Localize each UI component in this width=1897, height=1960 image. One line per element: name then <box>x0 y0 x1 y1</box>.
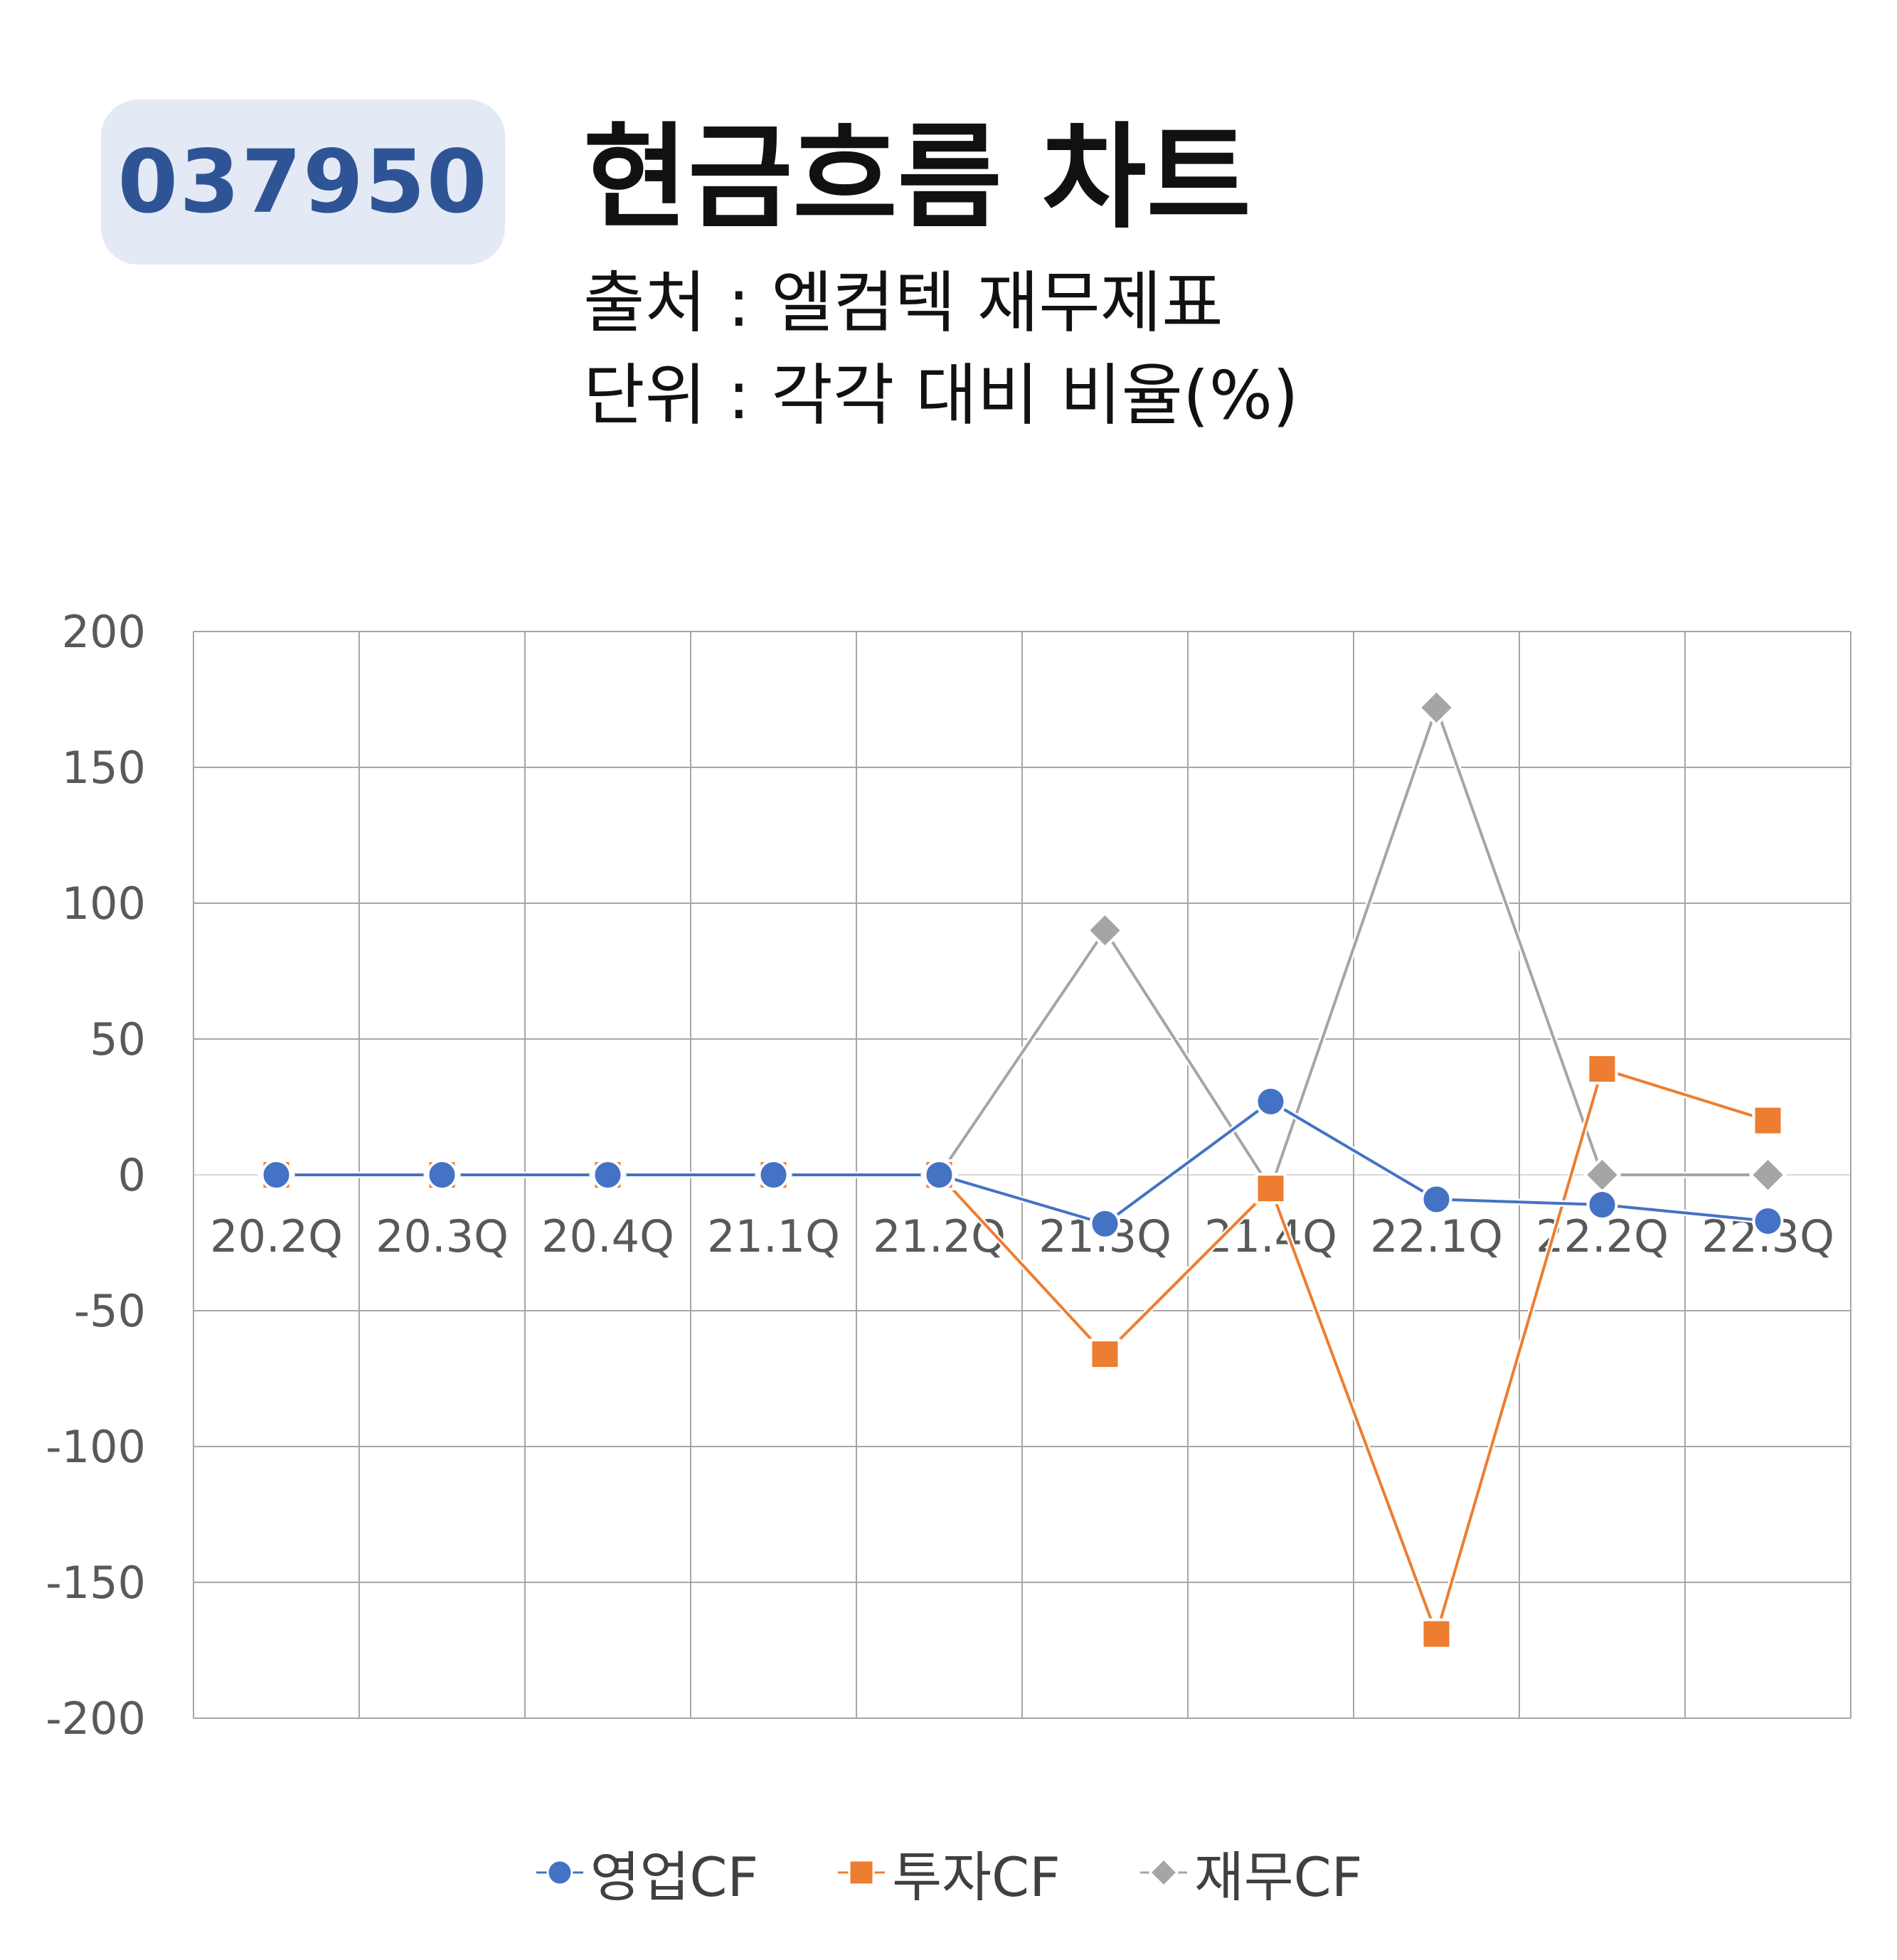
series-line <box>276 1099 1768 1225</box>
x-tick-label: 22.1Q <box>1370 1210 1503 1262</box>
data-point-investing <box>1089 1338 1121 1370</box>
data-point-operating <box>426 1159 458 1191</box>
y-tick-label: -100 <box>46 1421 146 1473</box>
x-tick-label: 20.3Q <box>376 1210 509 1262</box>
y-tick-label: -200 <box>46 1693 146 1735</box>
y-tick-label: 0 <box>118 1149 146 1201</box>
square-marker-icon <box>838 1859 886 1886</box>
data-point-investing <box>1752 1104 1784 1136</box>
data-point-investing <box>1420 1618 1452 1650</box>
legend-label-investing: 투자CF <box>892 1846 1061 1909</box>
data-point-financing <box>1583 1156 1622 1194</box>
y-tick-label: -50 <box>74 1285 146 1337</box>
data-point-investing <box>1255 1173 1287 1205</box>
data-point-operating <box>1255 1085 1287 1117</box>
data-point-operating <box>260 1159 292 1191</box>
data-point-operating <box>758 1159 790 1191</box>
y-tick-label: 200 <box>62 606 146 658</box>
stock-code-badge: 037950 <box>101 100 505 265</box>
y-tick-label: -150 <box>46 1557 146 1609</box>
y-tick-label: 50 <box>90 1013 146 1065</box>
legend-item-operating: 영업CF <box>535 1833 759 1912</box>
legend-label-financing: 재무CF <box>1194 1846 1363 1909</box>
data-point-operating <box>1752 1205 1784 1237</box>
data-point-operating <box>1420 1183 1452 1215</box>
x-tick-label: 20.2Q <box>210 1210 343 1262</box>
data-point-financing <box>1748 1156 1787 1194</box>
data-point-investing <box>1586 1053 1618 1085</box>
data-point-financing <box>1085 911 1125 950</box>
y-tick-label: 100 <box>62 878 146 930</box>
data-point-operating <box>923 1159 955 1191</box>
x-tick-label: 21.1Q <box>707 1210 840 1262</box>
cashflow-line-chart: 200 150 100 50 0 -50 -100 -150 -200 20.2Q 20.3Q 20.… <box>46 606 1851 1735</box>
x-tick-label: 21.2Q <box>873 1210 1006 1262</box>
unit-label: 단위 : 각각 대비 비율(%) <box>583 357 1299 435</box>
legend-item-financing: 재무CF <box>1139 1833 1363 1912</box>
data-point-financing <box>1417 688 1456 727</box>
diamond-marker-icon <box>1139 1858 1187 1887</box>
chart-legend: 영업CF 투자CF 재무CF <box>0 1833 1897 1912</box>
data-point-operating <box>1586 1189 1618 1221</box>
x-tick-label: 20.4Q <box>541 1210 674 1262</box>
circle-marker-icon <box>536 1859 583 1886</box>
y-tick-label: 150 <box>62 742 146 794</box>
data-point-operating <box>592 1159 624 1191</box>
source-label: 출처 : 엘컴텍 재무제표 <box>583 265 1223 342</box>
chart-title: 현금흐름 차트 <box>583 111 1251 244</box>
data-point-operating <box>1089 1208 1121 1240</box>
legend-item-investing: 투자CF <box>836 1833 1061 1912</box>
stock-code: 037950 <box>117 132 489 233</box>
legend-label-operating: 영업CF <box>590 1846 759 1909</box>
